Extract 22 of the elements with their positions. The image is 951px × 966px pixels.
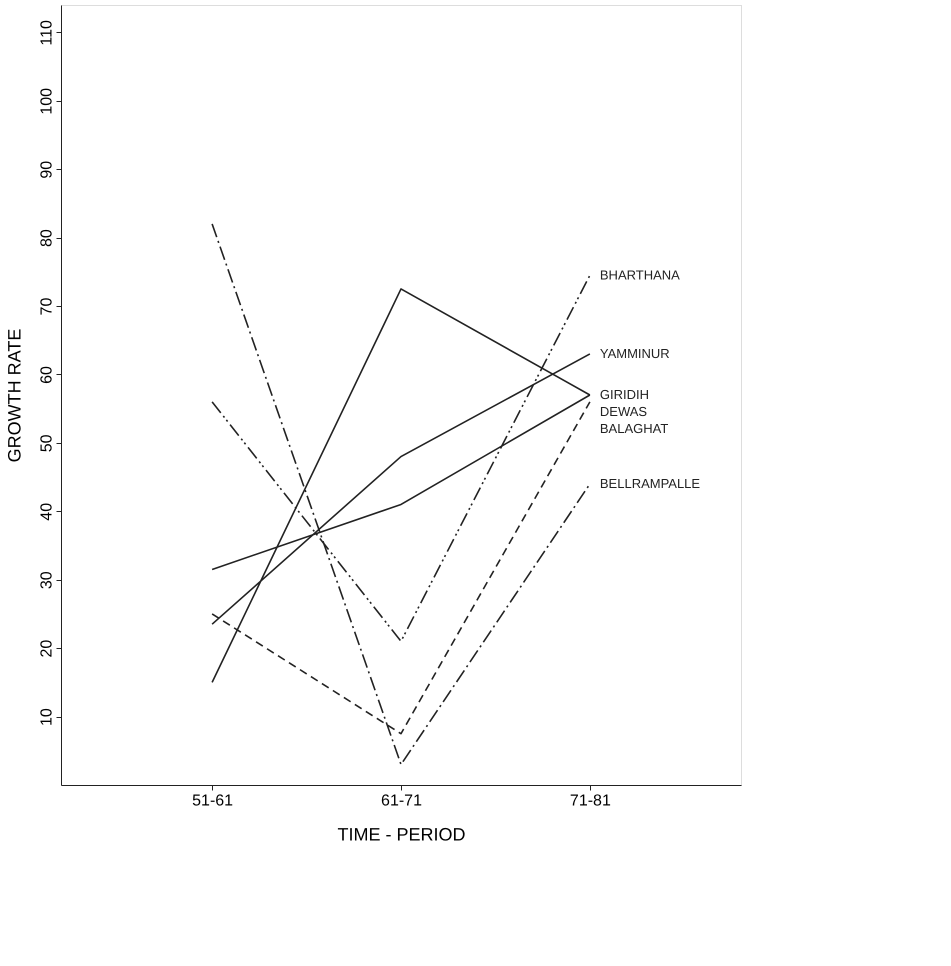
y-tick-label: 80 (38, 229, 56, 248)
series-label: BALAGHAT (600, 421, 668, 436)
series-label: BELLRAMPALLE (600, 476, 700, 491)
y-tick-label: 20 (38, 640, 56, 658)
y-tick-label: 50 (38, 434, 56, 452)
y-tick-label: 90 (38, 160, 56, 179)
series-label: YAMMINUR (600, 346, 670, 361)
series-label: DEWAS (600, 404, 648, 419)
x-tick-label: 51-61 (192, 792, 234, 810)
y-tick-label: 60 (38, 366, 56, 384)
x-axis-title: TIME - PERIOD (337, 824, 466, 844)
y-tick-label: 30 (38, 571, 56, 590)
series-label: GIRIDIH (600, 387, 650, 402)
y-tick-label: 100 (38, 88, 56, 115)
y-tick-label: 110 (38, 20, 56, 46)
x-tick-label: 61-71 (381, 792, 422, 810)
x-tick-label: 71-81 (570, 792, 611, 810)
y-tick-label: 40 (38, 502, 56, 521)
y-tick-label: 10 (38, 708, 56, 726)
y-axis-title: GROWTH RATE (4, 328, 24, 462)
y-tick-label: 70 (38, 298, 56, 316)
series-label: BHARTHANA (600, 267, 680, 282)
